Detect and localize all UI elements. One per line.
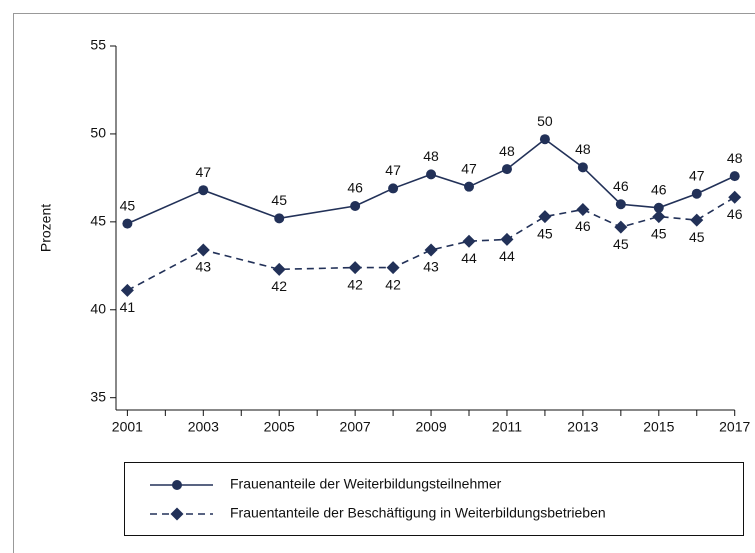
data-label: 45: [120, 197, 136, 213]
y-axis-label: Prozent: [38, 204, 54, 252]
marker: [350, 201, 361, 212]
data-label: 47: [689, 167, 705, 183]
marker: [729, 171, 740, 182]
data-label: 43: [423, 259, 439, 275]
data-label: 43: [196, 259, 212, 275]
marker: [690, 213, 704, 227]
data-label: 48: [575, 141, 591, 157]
series-line: [127, 196, 736, 292]
marker: [691, 188, 702, 199]
legend-label: Frauentanteile der Beschäftigung in Weit…: [230, 505, 606, 521]
marker: [274, 213, 285, 224]
data-label: 46: [651, 181, 667, 197]
legend-box: [124, 462, 744, 536]
marker: [388, 183, 399, 194]
data-label: 48: [727, 150, 743, 166]
y-tick-label: 55: [90, 37, 106, 53]
marker: [653, 202, 664, 213]
data-label: 45: [651, 225, 667, 241]
y-tick-label: 35: [90, 388, 106, 404]
data-label: 44: [461, 250, 477, 266]
marker: [426, 169, 437, 180]
data-label: 45: [613, 236, 629, 252]
legend-label: Frauenanteile der Weiterbildungsteilnehm…: [230, 476, 502, 492]
marker: [122, 218, 133, 229]
marker: [198, 185, 209, 196]
marker: [464, 181, 475, 192]
x-tick-label: 2011: [492, 419, 522, 435]
data-label: 47: [385, 162, 401, 178]
x-tick-label: 2009: [415, 419, 446, 435]
marker: [652, 210, 666, 224]
data-label: 48: [499, 143, 515, 159]
data-label: 42: [385, 276, 401, 292]
data-label: 46: [613, 178, 629, 194]
y-tick-label: 50: [90, 125, 106, 141]
marker: [120, 283, 134, 297]
data-label: 46: [347, 180, 363, 196]
marker: [386, 261, 400, 275]
marker: [196, 243, 210, 257]
marker: [170, 507, 184, 521]
marker: [615, 199, 626, 210]
y-tick-label: 45: [90, 213, 106, 229]
data-label: 46: [727, 206, 743, 222]
marker: [501, 164, 512, 175]
marker: [500, 232, 514, 246]
marker: [728, 190, 742, 204]
marker: [538, 210, 552, 224]
marker: [576, 203, 590, 217]
data-label: 41: [120, 299, 136, 315]
y-tick-label: 40: [90, 300, 106, 316]
marker: [614, 220, 628, 234]
data-label: 45: [537, 225, 553, 241]
data-label: 42: [347, 276, 363, 292]
x-tick-label: 2007: [340, 419, 371, 435]
frame: [13, 13, 755, 553]
data-label: 45: [271, 192, 287, 208]
series-line: [127, 138, 736, 225]
data-label: 47: [461, 160, 477, 176]
marker: [348, 261, 362, 275]
marker: [462, 234, 476, 248]
marker: [539, 134, 550, 145]
x-tick-label: 2017: [719, 419, 750, 435]
x-tick-label: 2013: [567, 419, 598, 435]
x-tick-label: 2015: [643, 419, 674, 435]
data-label: 47: [196, 164, 212, 180]
x-tick-label: 2001: [112, 419, 143, 435]
data-label: 42: [271, 278, 287, 294]
x-tick-label: 2005: [264, 419, 295, 435]
data-label: 50: [537, 113, 553, 129]
data-label: 44: [499, 248, 515, 264]
marker: [577, 162, 588, 173]
x-tick-label: 2003: [188, 419, 219, 435]
data-label: 48: [423, 148, 439, 164]
marker: [272, 262, 286, 276]
marker: [172, 480, 182, 490]
data-label: 46: [575, 218, 591, 234]
marker: [424, 243, 438, 257]
data-label: 45: [689, 229, 705, 245]
